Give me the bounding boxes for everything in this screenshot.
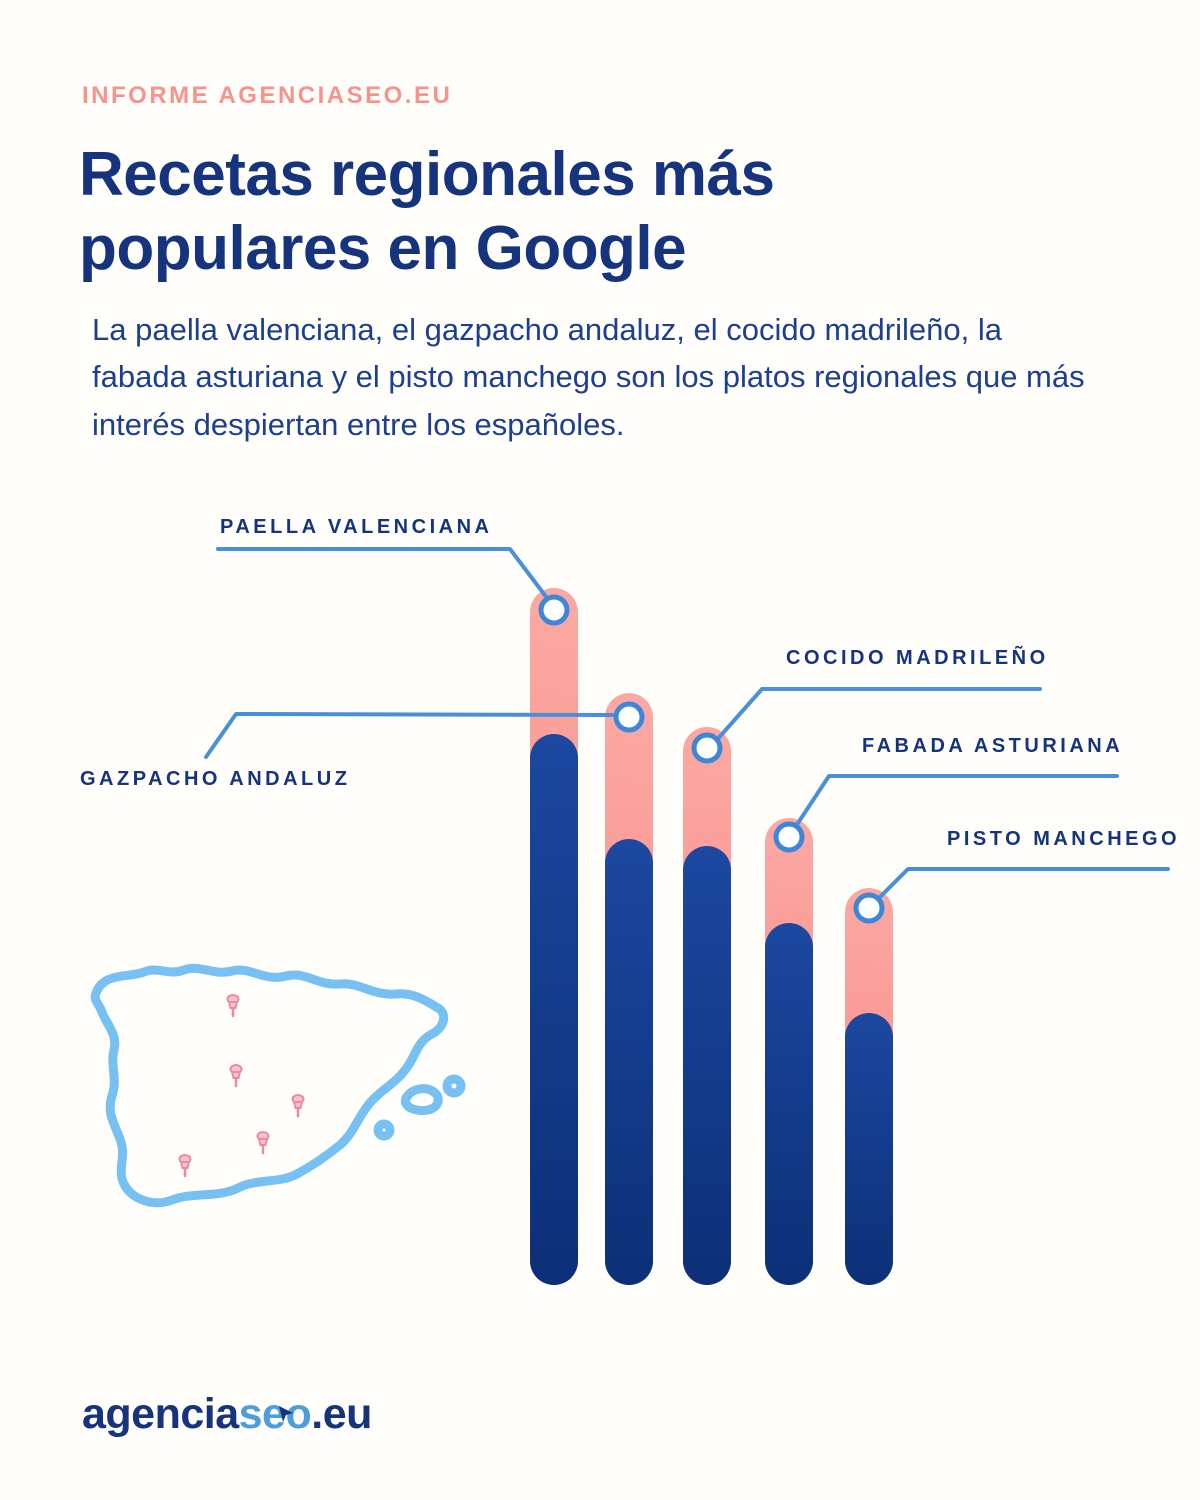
bar-gazpacho-andaluz [605,693,653,1285]
bar-core-gazpacho-andaluz [605,839,653,1285]
bar-fabada-asturiana [765,818,813,1285]
bar-core-fabada-asturiana [765,923,813,1285]
logo-part-seo: seo [238,1390,312,1438]
spain-map [90,963,466,1208]
map-pins [178,994,305,1178]
map-pin-icon [226,994,240,1018]
bar-core-cocido-madrileno [683,846,731,1285]
map-pin-icon [178,1154,192,1178]
intro-paragraph: La paella valenciana, el gazpacho andalu… [92,312,1085,442]
bar-label-cocido-madrileno: COCIDO MADRILEÑO [786,647,1049,669]
bar-label-gazpacho-andaluz: GAZPACHO ANDALUZ [80,768,351,790]
bar-core-pisto-manchego [845,1013,893,1285]
bar-label-fabada-asturiana: FABADA ASTURIANA [862,735,1124,757]
island-icon [400,1084,443,1115]
map-pin-icon [291,1094,305,1118]
cursor-icon [279,1406,293,1422]
map-pin-icon [229,1064,243,1088]
report-eyebrow: INFORME AGENCIASEO.EU [82,82,453,109]
map-pin-icon [256,1131,270,1155]
island-icon [442,1074,466,1098]
spain-outline [90,963,449,1208]
bar-cocido-madrileno [683,727,731,1285]
bar-label-paella-valenciana: PAELLA VALENCIANA [220,516,493,538]
island-icon [373,1119,395,1141]
bar-label-pisto-manchego: PISTO MANCHEGO [947,828,1181,850]
logo-part-agencia: agencia [82,1390,239,1438]
footer-logo: agenciaseo.eu [82,1390,372,1439]
page-title: Recetas regionales más populares en Goog… [79,140,775,284]
bar-core-paella-valenciana [530,734,578,1285]
logo-part-eu: .eu [311,1390,372,1438]
bar-paella-valenciana [530,588,578,1285]
bar-pisto-manchego [845,888,893,1285]
